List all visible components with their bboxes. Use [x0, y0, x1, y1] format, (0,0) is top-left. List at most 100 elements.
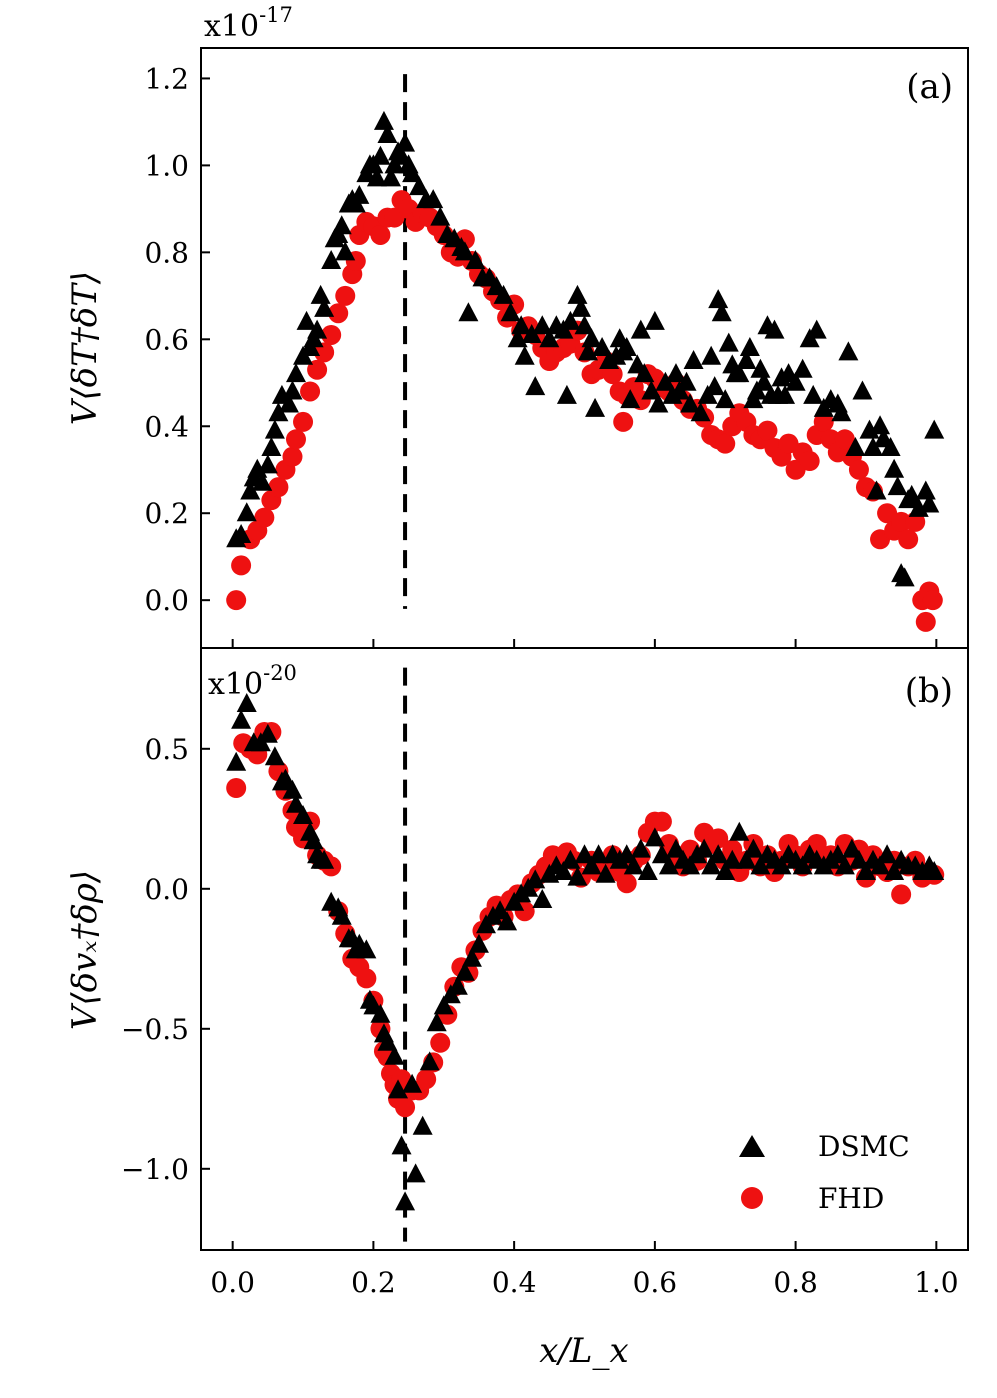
dsmc-point: [370, 1003, 391, 1023]
dsmc-point: [285, 363, 306, 383]
fhd-point: [268, 477, 289, 498]
dsmc-point: [310, 284, 331, 304]
fhd-point: [708, 828, 729, 849]
dsmc-point: [711, 302, 732, 322]
dsmc-point: [331, 905, 352, 925]
dsmc-point: [268, 402, 289, 422]
dsmc-point: [430, 206, 451, 226]
dsmc-point: [395, 132, 416, 152]
dsmc-point: [715, 861, 736, 880]
dsmc-point: [525, 376, 546, 396]
fhd-point: [922, 590, 943, 611]
dsmc-point: [458, 302, 479, 322]
dsmc-point: [680, 855, 701, 875]
dsmc-point: [236, 502, 257, 522]
dsmc-point: [447, 975, 468, 995]
xtick-label: 0.8: [773, 1266, 818, 1299]
dsmc-point: [370, 145, 391, 165]
dsmc-point: [831, 402, 852, 422]
dsmc-point: [648, 393, 669, 413]
dsmc-point: [282, 380, 303, 400]
dsmc-point: [539, 328, 560, 348]
dsmc-point: [532, 315, 553, 335]
dsmc-point: [278, 393, 299, 413]
panel-a-ytick-label: 0.6: [144, 323, 189, 356]
dsmc-point: [630, 838, 651, 858]
dsmc-point: [574, 844, 595, 864]
dsmc-point: [616, 337, 637, 356]
dsmc-point: [282, 779, 303, 799]
dsmc-point: [296, 310, 317, 330]
dsmc-point: [423, 189, 444, 209]
dsmc-point: [750, 358, 771, 378]
dsmc-point: [690, 402, 711, 422]
panel-b: −1.0 −0.5 0.0 0.5 (b) x10-20 V⟨δvₓ†δρ⟩ DSMC…: [65, 647, 969, 1251]
fhd-point: [300, 381, 321, 402]
dsmc-point: [560, 310, 581, 330]
dsmc-point: [665, 838, 686, 858]
dsmc-point: [454, 241, 475, 261]
panel-b-frame: [200, 647, 969, 1251]
dsmc-point: [616, 844, 637, 864]
dsmc-point: [567, 866, 588, 886]
dsmc-point: [514, 345, 535, 365]
dsmc-point: [771, 855, 792, 875]
dsmc-point: [637, 861, 658, 880]
dsmc-point: [870, 855, 891, 875]
legend: DSMC FHD: [739, 1130, 910, 1215]
panel-a-points: [226, 110, 945, 632]
dsmc-point: [493, 284, 514, 304]
legend-dsmc-label: DSMC: [818, 1130, 910, 1163]
fhd-point: [321, 324, 342, 345]
panel-a-ytick-label: 0.4: [144, 410, 189, 443]
fhd-point: [891, 884, 912, 905]
xtick-label: 0.4: [492, 1266, 537, 1299]
dsmc-point: [792, 358, 813, 378]
fhd-point: [231, 555, 252, 576]
dsmc-point: [231, 709, 252, 729]
dsmc-point: [570, 297, 591, 317]
panel-b-ylabel: V⟨δvₓ†δρ⟩: [65, 870, 105, 1030]
dsmc-point: [880, 437, 901, 456]
fhd-point: [430, 1032, 451, 1053]
fhd-point: [254, 507, 275, 528]
dsmc-point: [736, 350, 757, 370]
dsmc-point: [651, 844, 672, 864]
dsmc-point: [894, 567, 915, 587]
dsmc-point: [655, 371, 676, 391]
dsmc-point: [630, 319, 651, 339]
dsmc-point: [497, 911, 518, 931]
panel-a-ylabel: V⟨δT†δT⟩: [65, 271, 105, 425]
fhd-point: [328, 303, 349, 324]
dsmc-point: [261, 437, 282, 456]
dsmc-point: [729, 821, 750, 841]
panel-a-ytick-label: 0.8: [144, 236, 189, 269]
dsmc-point: [708, 289, 729, 309]
fhd-point: [335, 285, 356, 306]
dsmc-point: [887, 476, 908, 496]
xtick-label: 0.6: [633, 1266, 678, 1299]
panel-a-ytick-label: 1.0: [144, 149, 189, 182]
dsmc-point: [567, 284, 588, 304]
dsmc-point: [718, 332, 739, 352]
fhd-point: [722, 839, 743, 860]
panel-a-ticks: 0.0 0.2 0.4 0.6 0.8 1.0 1.2: [144, 62, 938, 648]
dsmc-point: [866, 480, 887, 500]
dsmc-point: [919, 493, 940, 513]
dsmc-point: [264, 746, 285, 766]
dsmc-point: [454, 961, 475, 981]
x-axis: 0.0 0.2 0.4 0.6 0.8 1.0: [210, 1266, 958, 1299]
dsmc-point: [841, 838, 862, 858]
xtick-label: 1.0: [914, 1266, 959, 1299]
fhd-point: [813, 411, 834, 432]
dsmc-point: [402, 1073, 423, 1093]
fhd-point: [370, 224, 391, 245]
dsmc-point: [877, 844, 898, 864]
fhd-point: [651, 811, 672, 832]
fhd-point: [715, 433, 736, 454]
panel-a-ytick-label: 0.0: [144, 584, 189, 617]
dsmc-point: [419, 1051, 440, 1071]
dsmc-point: [792, 855, 813, 875]
xtick-label: 0.2: [351, 1266, 396, 1299]
